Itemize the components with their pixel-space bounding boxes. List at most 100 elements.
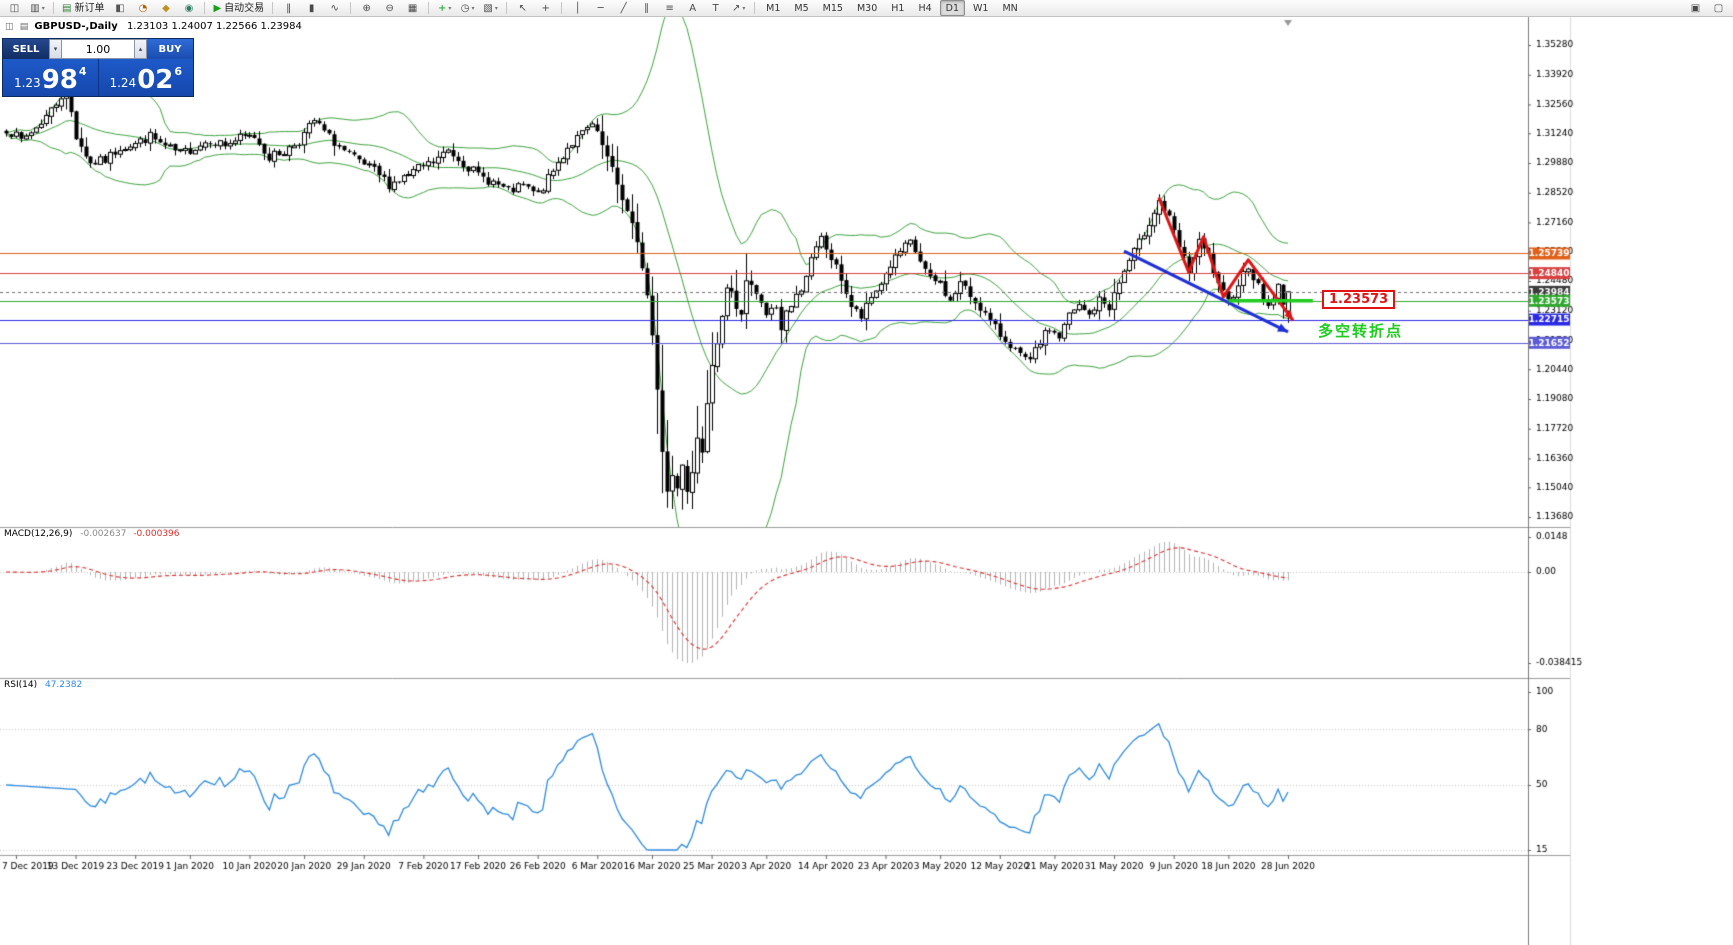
buy-price-main: 02 xyxy=(137,65,174,95)
equidistant-channel-icon: ∥ xyxy=(644,2,650,14)
chevron-down-icon: ▾ xyxy=(448,4,452,12)
lot-size-field[interactable]: 1.00 xyxy=(62,39,134,59)
trendline-icon: ╱ xyxy=(620,2,627,14)
macd-signal-value: -0.000396 xyxy=(133,529,180,539)
toolbar-separator xyxy=(53,2,54,14)
ohlc-values: 1.23103 1.24007 1.22566 1.23984 xyxy=(126,21,302,32)
alerts-button[interactable]: ◔ xyxy=(132,0,153,17)
zoom-in-button[interactable]: ⊕ xyxy=(356,0,377,17)
text-label-button[interactable]: T xyxy=(705,0,726,17)
sell-price-pip: 4 xyxy=(78,65,87,78)
timeframe-m5-button[interactable]: M5 xyxy=(794,2,809,14)
lot-decrease-button[interactable]: ▾ xyxy=(49,39,62,59)
toolbar-right-group: ▣ ▢ xyxy=(1684,0,1730,16)
horizontal-line-icon: ─ xyxy=(597,2,604,14)
timeframe-mn-button[interactable]: MN xyxy=(1002,2,1018,14)
candlestick-chart-button[interactable]: ▮ xyxy=(301,0,322,17)
profiles-button[interactable]: ▥ ▾ xyxy=(27,0,48,17)
timeframe-m30-button[interactable]: M30 xyxy=(856,2,878,14)
toolbar-separator xyxy=(754,2,756,14)
chart-title: ◫ ▤ GBPUSD-,Daily 1.23103 1.24007 1.2256… xyxy=(5,21,302,32)
trade-panel-prices: 1.23 98 4 1.24 02 6 xyxy=(3,59,193,96)
equidistant-channel-button[interactable]: ∥ xyxy=(636,0,657,17)
turning-point-text[interactable]: 多空转折点 xyxy=(1318,322,1404,340)
timeframe-h1-button[interactable]: H1 xyxy=(891,2,905,14)
templates-button[interactable]: ▧ ▾ xyxy=(480,0,501,17)
periods-button[interactable]: ◷ ▾ xyxy=(457,0,478,17)
horizontal-line-button[interactable]: ─ xyxy=(590,0,611,17)
timeframe-h4-button[interactable]: H4 xyxy=(918,2,932,14)
window-arrange-button[interactable]: ▢ xyxy=(1708,0,1729,17)
chart-mini-icon: ◫ xyxy=(5,22,14,32)
toolbar-separator xyxy=(506,2,508,14)
symbol-period-label: GBPUSD-,Daily xyxy=(34,21,118,32)
new-order-label: 新订单 xyxy=(74,2,105,14)
new-chart-icon: ◫ xyxy=(9,2,20,14)
zoom-out-icon: ⊖ xyxy=(385,2,394,14)
trade-panel-controls: SELL ▾ 1.00 ▴ BUY xyxy=(3,39,193,59)
autotrading-button[interactable]: ▶ 自动交易 xyxy=(210,0,267,17)
timeframe-w1-button[interactable]: W1 xyxy=(973,2,989,14)
chart-window-button[interactable]: ◧ xyxy=(109,0,130,17)
toolbar-separator xyxy=(350,2,352,14)
line-chart-icon: ∿ xyxy=(330,2,339,14)
macd-main-value: -0.002637 xyxy=(80,529,127,539)
rsi-value: 47.2382 xyxy=(44,680,83,690)
tile-windows-button[interactable]: ▦ xyxy=(402,0,423,17)
chart-window-icon: ◧ xyxy=(115,2,125,14)
price-callout-label[interactable]: 1.23573 xyxy=(1322,290,1396,309)
arrows-button[interactable]: ↗ ▾ xyxy=(728,0,749,17)
candlestick-chart-icon: ▮ xyxy=(308,2,315,14)
fibonacci-icon: ≡ xyxy=(665,2,674,14)
indicators-icon: + xyxy=(437,2,447,14)
lot-increase-button[interactable]: ▴ xyxy=(134,39,147,59)
alerts-icon: ◔ xyxy=(138,2,148,14)
toolbar-separator xyxy=(204,2,206,14)
buy-price[interactable]: 1.24 02 6 xyxy=(99,59,194,96)
new-chart-button[interactable]: ◫ xyxy=(4,0,25,17)
text-icon: A xyxy=(689,2,697,14)
vertical-line-icon: │ xyxy=(574,2,581,14)
sell-button[interactable]: SELL xyxy=(3,39,49,59)
toolbar-separator xyxy=(561,2,563,14)
zoom-in-icon: ⊕ xyxy=(362,2,371,14)
cursor-icon: ↖ xyxy=(518,2,527,14)
timeframe-d1-button[interactable]: D1 xyxy=(939,0,966,16)
market-watch-button[interactable]: ◆ xyxy=(155,0,176,17)
lot-size-value: 1.00 xyxy=(85,42,111,56)
timeframe-m15-button[interactable]: M15 xyxy=(822,2,843,14)
text-button[interactable]: A xyxy=(682,0,703,17)
trendline-button[interactable]: ╱ xyxy=(613,0,634,17)
macd-label: MACD(12,26,9) -0.002637 -0.000396 xyxy=(4,529,180,539)
rsi-name: RSI(14) xyxy=(4,680,38,690)
crosshair-button[interactable]: + xyxy=(535,0,556,17)
chevron-down-icon: ▾ xyxy=(53,46,58,53)
chevron-down-icon: ▾ xyxy=(742,4,746,12)
crosshair-icon: + xyxy=(541,2,550,14)
tile-windows-icon: ▦ xyxy=(407,2,418,14)
zoom-out-button[interactable]: ⊖ xyxy=(379,0,400,17)
vertical-line-button[interactable]: │ xyxy=(567,0,588,17)
indicators-button[interactable]: + ▾ xyxy=(434,0,455,17)
macd-name: MACD(12,26,9) xyxy=(4,529,73,539)
fibonacci-button[interactable]: ≡ xyxy=(659,0,680,17)
templates-icon: ▧ xyxy=(483,2,493,14)
profiles-icon: ▥ xyxy=(30,2,40,14)
buy-button[interactable]: BUY xyxy=(147,39,193,59)
chart-list-button[interactable]: ▣ xyxy=(1685,0,1706,17)
cursor-button[interactable]: ↖ xyxy=(512,0,533,17)
chevron-down-icon: ▾ xyxy=(41,4,45,12)
sell-price[interactable]: 1.23 98 4 xyxy=(3,59,99,96)
new-order-button[interactable]: ▤ 新订单 xyxy=(59,0,107,17)
one-click-trading-panel: SELL ▾ 1.00 ▴ BUY 1.23 98 4 1.24 02 6 xyxy=(2,38,194,97)
toolbar-separator xyxy=(272,2,274,14)
navigator-button[interactable]: ◉ xyxy=(178,0,199,17)
timeframe-m1-button[interactable]: M1 xyxy=(766,2,781,14)
bar-chart-button[interactable]: ‖ xyxy=(278,0,299,17)
periods-icon: ◷ xyxy=(460,2,470,14)
text-label-icon: T xyxy=(712,2,719,14)
buy-price-pip: 6 xyxy=(174,65,183,78)
line-chart-button[interactable]: ∿ xyxy=(324,0,345,17)
new-order-icon: ▤ xyxy=(62,2,72,14)
